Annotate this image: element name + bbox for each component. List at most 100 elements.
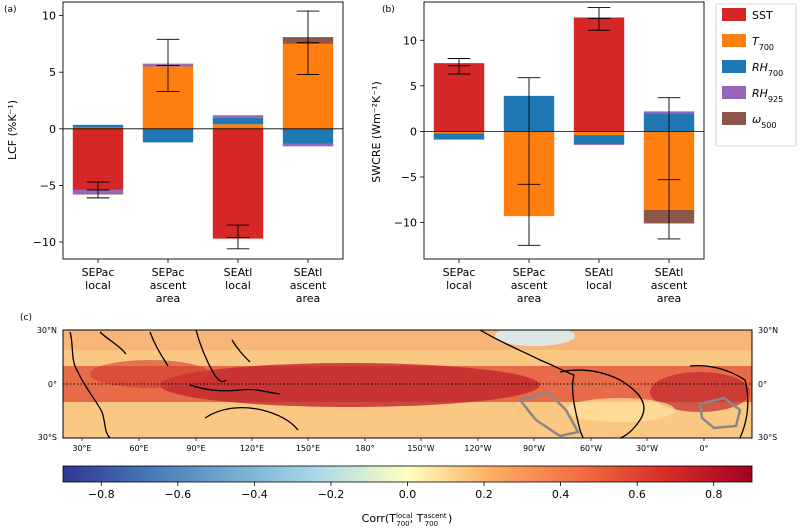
x-tick-label: SEAtl: [655, 266, 684, 279]
coastlines: [69, 330, 749, 438]
sepac-ascent-area-outline: [517, 390, 580, 438]
panel-a-label: (a): [4, 5, 17, 15]
south-america-west: [571, 374, 585, 438]
y-tick-label: 10: [42, 10, 56, 23]
map-x-tick-label: 120°E: [240, 444, 264, 453]
colorbar-tick-label: 0.6: [628, 488, 646, 501]
x-tick-label: SEPac: [513, 266, 546, 279]
map-y-tick-label-left: 30°S: [38, 433, 57, 442]
panel-b-x-ticks: SEPaclocalSEPacascentareaSEAtllocalSEAtl…: [443, 259, 688, 305]
y-tick-label: 0: [410, 125, 417, 138]
map-indian-core: [90, 360, 210, 388]
panel-a-y-axis-label: LCF (%K⁻¹): [6, 100, 19, 160]
map-x-tick-label: 60°W: [580, 444, 602, 453]
map-cool-patch: [495, 330, 575, 346]
legend-items: SST T700 RH700 RH925 ω500: [722, 8, 783, 130]
panel-b-y-axis-label: SWCRE (Wm⁻²K⁻¹): [370, 81, 383, 182]
legend-swatch-omega500: [722, 112, 746, 125]
x-tick-label: SEAtl: [294, 266, 323, 279]
map-x-tick-label: 30°E: [72, 444, 91, 453]
panel-a-frame: [62, 1, 344, 260]
x-tick-label: ascent: [511, 279, 548, 292]
seatl-ascent-area-outline: [698, 396, 742, 430]
bar-sst-2: [212, 128, 264, 239]
panel-b-error-bars: [447, 7, 681, 246]
india-coast: [149, 331, 169, 367]
legend-swatch-rh925: [722, 86, 746, 99]
colorbar-label: Corr(Tlocal 700, Tascent 700): [362, 512, 453, 528]
map-y-tick-label-right: 30°S: [758, 433, 777, 442]
bar-rh700-1: [142, 128, 194, 143]
x-tick-label: ascent: [150, 279, 187, 292]
x-tick-label: ascent: [290, 279, 327, 292]
y-tick-label: 5: [49, 66, 56, 79]
bar-rh925-2: [212, 115, 264, 119]
legend-label-sst: SST: [752, 9, 773, 22]
y-tick-label: −5: [401, 171, 417, 184]
colorbar-bar: [62, 465, 753, 483]
bar-rh700-2: [212, 118, 264, 125]
bar-rh700-0: [433, 133, 485, 140]
legend-label-rh925: RH925: [752, 87, 783, 104]
panel-b-frame: [423, 1, 705, 260]
map-x-tick-label: 120°W: [464, 444, 491, 453]
map-x-tick-label: 180°: [355, 444, 374, 453]
x-tick-label: local: [85, 279, 111, 292]
colorbar-tick-label: −0.2: [318, 488, 345, 501]
x-tick-label: local: [586, 279, 612, 292]
x-tick-label: area: [296, 292, 321, 305]
x-tick-label: local: [446, 279, 472, 292]
x-tick-label: SEAtl: [224, 266, 253, 279]
y-tick-label: 5: [410, 80, 417, 93]
africa-east-coast: [69, 331, 111, 438]
panel-a-y-ticks: −10 −5 0 5 10: [33, 10, 63, 249]
x-tick-label: ascent: [651, 279, 688, 292]
map-x-tick-label: 150°W: [407, 444, 434, 453]
bar-rh700-2: [573, 135, 625, 145]
x-tick-label: area: [517, 292, 542, 305]
legend-label-t700: T700: [752, 35, 774, 52]
y-tick-label: −10: [394, 217, 417, 230]
map-x-tick-label: 30°W: [636, 444, 658, 453]
panel-b-bars: [433, 17, 695, 224]
panel-c-correlation-map: (c): [20, 313, 778, 453]
arabia-coast: [99, 331, 127, 355]
bar-sst-0: [433, 63, 485, 132]
y-tick-label: 10: [403, 34, 417, 47]
colorbar-tick-label: 0.8: [705, 488, 723, 501]
map-y-tick-label-left: 0°: [48, 380, 57, 389]
legend-label-omega500: ω500: [752, 113, 777, 130]
map-light-patch: [565, 398, 675, 422]
map-atlantic-core: [650, 372, 750, 412]
bar-t700-0: [72, 127, 124, 129]
africa-west-coast: [689, 364, 749, 438]
panel-b-y-ticks: −10 −5 0 5 10: [394, 34, 424, 230]
panel-a-bars: [72, 37, 334, 239]
colorbar: −0.8 −0.6 −0.4 −0.2 0.0 0.2 0.4 0.6 0.8 Corr(Tlo…: [62, 465, 753, 528]
y-tick-label: −5: [40, 179, 56, 192]
colorbar-tick-label: −0.6: [164, 488, 191, 501]
indonesia: [189, 384, 281, 395]
map-y-tick-label-left: 30°N: [37, 326, 57, 335]
map-north-band: [63, 330, 752, 350]
legend-swatch-t700: [722, 34, 746, 47]
legend-swatch-rh700: [722, 60, 746, 73]
x-tick-label: area: [156, 292, 181, 305]
colorbar-tick-label: −0.8: [88, 488, 115, 501]
x-tick-label: SEAtl: [585, 266, 614, 279]
map-latitude-labels-left: 30°N 0° 30°S: [37, 326, 57, 442]
x-tick-label: SEPac: [443, 266, 476, 279]
bar-sst-2: [573, 17, 625, 132]
map-field: [63, 330, 752, 438]
map-longitude-ticks: 30°E 60°E 90°E 120°E 150°E 180° 150°W 120°W 90°W…: [72, 438, 709, 453]
bar-t700-2: [573, 131, 625, 136]
map-x-tick-label: 150°E: [296, 444, 320, 453]
bar-sst-0: [72, 128, 124, 190]
x-tick-label: SEPac: [82, 266, 115, 279]
map-x-tick-label: 60°E: [129, 444, 148, 453]
bar-rh700-3: [282, 128, 334, 144]
x-tick-label: local: [225, 279, 251, 292]
